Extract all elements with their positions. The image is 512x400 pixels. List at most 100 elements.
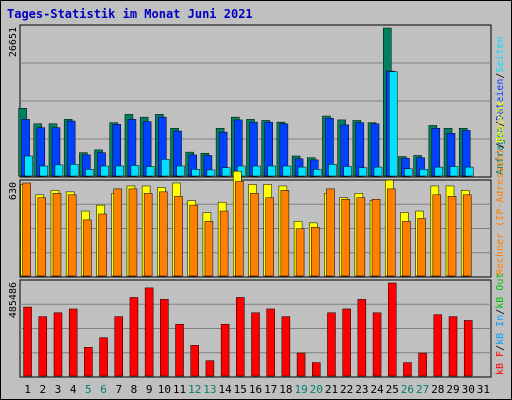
bar-seiten-day-1 — [24, 155, 33, 177]
bar-rechner-day-28 — [432, 194, 442, 277]
day-label-17: 17 — [264, 383, 277, 396]
bar-rechner-day-22 — [341, 198, 350, 277]
day-label-4: 4 — [70, 383, 77, 396]
bar-seiten-day-29 — [449, 166, 459, 177]
legend-item: kB Out — [495, 273, 506, 309]
bar-rechner-day-10 — [159, 191, 168, 277]
legend-item: / — [495, 143, 506, 149]
bar-kb-f-day-14 — [220, 324, 230, 377]
bar-seiten-day-6 — [100, 165, 109, 177]
bar-rechner-day-20 — [311, 227, 320, 277]
day-label-8: 8 — [131, 383, 138, 396]
bar-kb-f-day-11 — [175, 324, 184, 377]
bar-seiten-day-11 — [176, 165, 185, 177]
panel-2-legend: Rechner (IP-Adressen)/Besuche — [495, 100, 506, 275]
panel-1-legend: Anfragen/Dateien/Seiten — [495, 36, 506, 175]
panel-1-max-label: 26651 — [8, 27, 19, 57]
bar-seiten-day-28 — [434, 166, 444, 177]
bar-kb-f-day-28 — [433, 314, 443, 377]
legend-item: kB In — [495, 315, 506, 345]
legend-item: kB F — [495, 351, 506, 375]
bar-seiten-day-8 — [130, 165, 140, 177]
bar-rechner-day-17 — [265, 197, 274, 277]
bar-kb-f-day-3 — [53, 312, 63, 377]
panel-3-max-label: 485486 — [8, 282, 19, 318]
bar-rechner-day-8 — [128, 188, 138, 277]
day-label-1: 1 — [24, 383, 31, 396]
legend-item: Rechner (IP-Adressen) — [495, 149, 506, 275]
day-label-7: 7 — [115, 383, 122, 396]
bar-seiten-day-23 — [358, 167, 368, 177]
bar-rechner-day-21 — [326, 188, 335, 277]
bar-seiten-day-3 — [54, 164, 64, 177]
bar-seiten-day-4 — [69, 164, 79, 177]
day-label-11: 11 — [173, 383, 186, 396]
bar-seiten-day-17 — [267, 165, 276, 177]
bar-rechner-day-6 — [98, 213, 107, 277]
bar-seiten-day-5 — [85, 169, 94, 177]
bar-seiten-day-25 — [388, 71, 398, 177]
bar-rechner-day-26 — [402, 221, 411, 277]
bar-rechner-day-25 — [386, 188, 396, 277]
bar-rechner-day-16 — [250, 193, 259, 277]
bar-seiten-day-21 — [328, 164, 337, 177]
day-label-24: 24 — [370, 383, 384, 396]
bar-kb-f-day-29 — [448, 316, 458, 377]
bar-rechner-day-19 — [295, 228, 305, 277]
bar-kb-f-day-25 — [387, 282, 397, 377]
day-label-14: 14 — [218, 383, 232, 396]
bar-rechner-day-2 — [37, 197, 47, 277]
bar-seiten-day-14 — [221, 167, 231, 177]
bar-seiten-day-10 — [161, 159, 170, 177]
legend-item: Seiten — [495, 36, 506, 72]
panel-3-legend: kB F/kB In/kB Out — [495, 273, 506, 375]
legend-item: / — [495, 73, 506, 79]
bar-seiten-day-22 — [343, 166, 352, 177]
bar-rechner-day-23 — [356, 197, 366, 277]
day-label-6: 6 — [100, 383, 107, 396]
bar-rechner-day-11 — [174, 196, 183, 277]
legend-item: / — [495, 345, 506, 351]
bar-kb-f-day-6 — [99, 337, 108, 377]
day-label-12: 12 — [188, 383, 201, 396]
bar-kb-f-day-27 — [418, 352, 427, 377]
day-label-31: 31 — [477, 383, 490, 396]
day-label-3: 3 — [55, 383, 62, 396]
legend-item: Dateien — [495, 79, 506, 121]
day-label-2: 2 — [39, 383, 46, 396]
bar-kb-f-day-13 — [205, 360, 215, 377]
bar-seiten-day-24 — [373, 166, 383, 177]
bar-rechner-day-27 — [417, 218, 426, 277]
bar-kb-f-day-18 — [281, 316, 291, 377]
bar-rechner-day-18 — [280, 190, 290, 277]
bar-kb-f-day-9 — [144, 287, 154, 377]
bar-rechner-day-12 — [189, 204, 198, 277]
bar-seiten-day-30 — [464, 166, 474, 177]
bar-seiten-day-12 — [191, 169, 200, 177]
bar-kb-f-day-21 — [327, 312, 336, 377]
day-label-30: 30 — [462, 383, 475, 396]
bar-rechner-day-14 — [219, 210, 229, 277]
day-label-28: 28 — [431, 383, 444, 396]
bar-rechner-day-9 — [143, 193, 153, 277]
bar-kb-f-day-17 — [266, 308, 275, 377]
bar-seiten-day-20 — [313, 169, 322, 177]
bar-kb-f-day-7 — [114, 316, 124, 377]
bar-kb-f-day-15 — [236, 297, 245, 377]
bar-kb-f-day-1 — [23, 306, 32, 377]
legend-item: / — [495, 121, 506, 127]
bar-kb-f-day-26 — [403, 362, 412, 377]
bar-kb-f-day-8 — [129, 297, 139, 377]
bar-kb-f-day-16 — [251, 312, 260, 377]
bar-kb-f-day-19 — [296, 352, 306, 377]
day-label-20: 20 — [310, 383, 323, 396]
bar-rechner-day-5 — [83, 219, 92, 277]
bar-kb-f-day-23 — [357, 299, 367, 377]
legend-item: / — [495, 309, 506, 315]
bar-kb-f-day-10 — [160, 299, 169, 377]
bar-rechner-day-15 — [235, 181, 244, 277]
bar-kb-f-day-5 — [84, 347, 93, 377]
bar-rechner-day-24 — [371, 198, 381, 277]
day-label-16: 16 — [249, 383, 262, 396]
